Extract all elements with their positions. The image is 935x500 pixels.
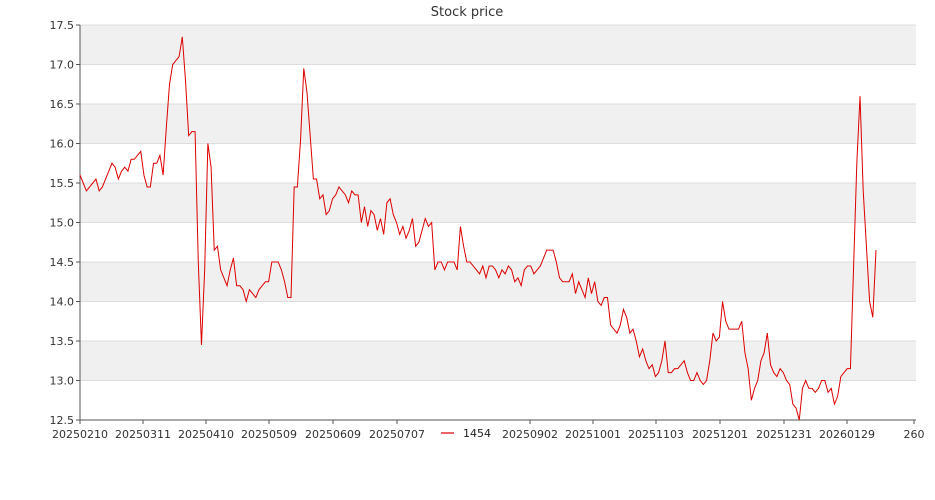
legend-label: 1454 <box>463 427 491 440</box>
y-tick-label: 16.0 <box>50 138 75 151</box>
x-tick-label: 20251001 <box>565 428 621 441</box>
series-line <box>79 36 877 421</box>
x-tick-label: 20250902 <box>502 428 558 441</box>
y-tick-label: 13.0 <box>50 375 75 388</box>
gridlines <box>80 24 916 421</box>
y-tick-label: 14.5 <box>50 256 75 269</box>
x-tick-label: 20251201 <box>692 428 748 441</box>
x-tick-label: 20250410 <box>178 428 234 441</box>
x-tick-label: 20250707 <box>369 428 425 441</box>
x-tick-label: 260 <box>904 428 925 441</box>
grid-band <box>80 262 916 302</box>
legend: 1454 <box>441 427 491 440</box>
x-tick-label: 20250311 <box>115 428 171 441</box>
y-tick-label: 16.5 <box>50 98 75 111</box>
y-tick-label: 17.5 <box>50 19 75 32</box>
grid-band <box>80 183 916 223</box>
x-tick-label: 20250609 <box>305 428 361 441</box>
grid-band <box>80 341 916 381</box>
chart-title: Stock price <box>431 5 503 20</box>
x-tick-label: 20260129 <box>819 428 875 441</box>
x-tick-label: 20250210 <box>52 428 108 441</box>
y-tick-label: 12.5 <box>50 414 75 427</box>
x-tick-label: 20250509 <box>241 428 297 441</box>
grid-band <box>80 104 916 144</box>
grid-bands <box>80 25 916 381</box>
y-tick-label: 13.5 <box>50 335 75 348</box>
y-tick-label: 14.0 <box>50 296 75 309</box>
y-tick-label: 15.0 <box>50 217 75 230</box>
y-tick-label: 17.0 <box>50 59 75 72</box>
y-axis-ticks: 12.5 13.0 13.5 14.0 14.5 15.0 15.5 16.0 16.5 17.0… <box>50 19 80 427</box>
x-axis-ticks: 20250210 20250311 20250410 20250509 20250609… <box>52 420 925 441</box>
grid-band <box>80 25 916 65</box>
x-tick-label: 20251103 <box>628 428 684 441</box>
x-tick-label: 20251231 <box>756 428 812 441</box>
y-tick-label: 15.5 <box>50 177 75 190</box>
